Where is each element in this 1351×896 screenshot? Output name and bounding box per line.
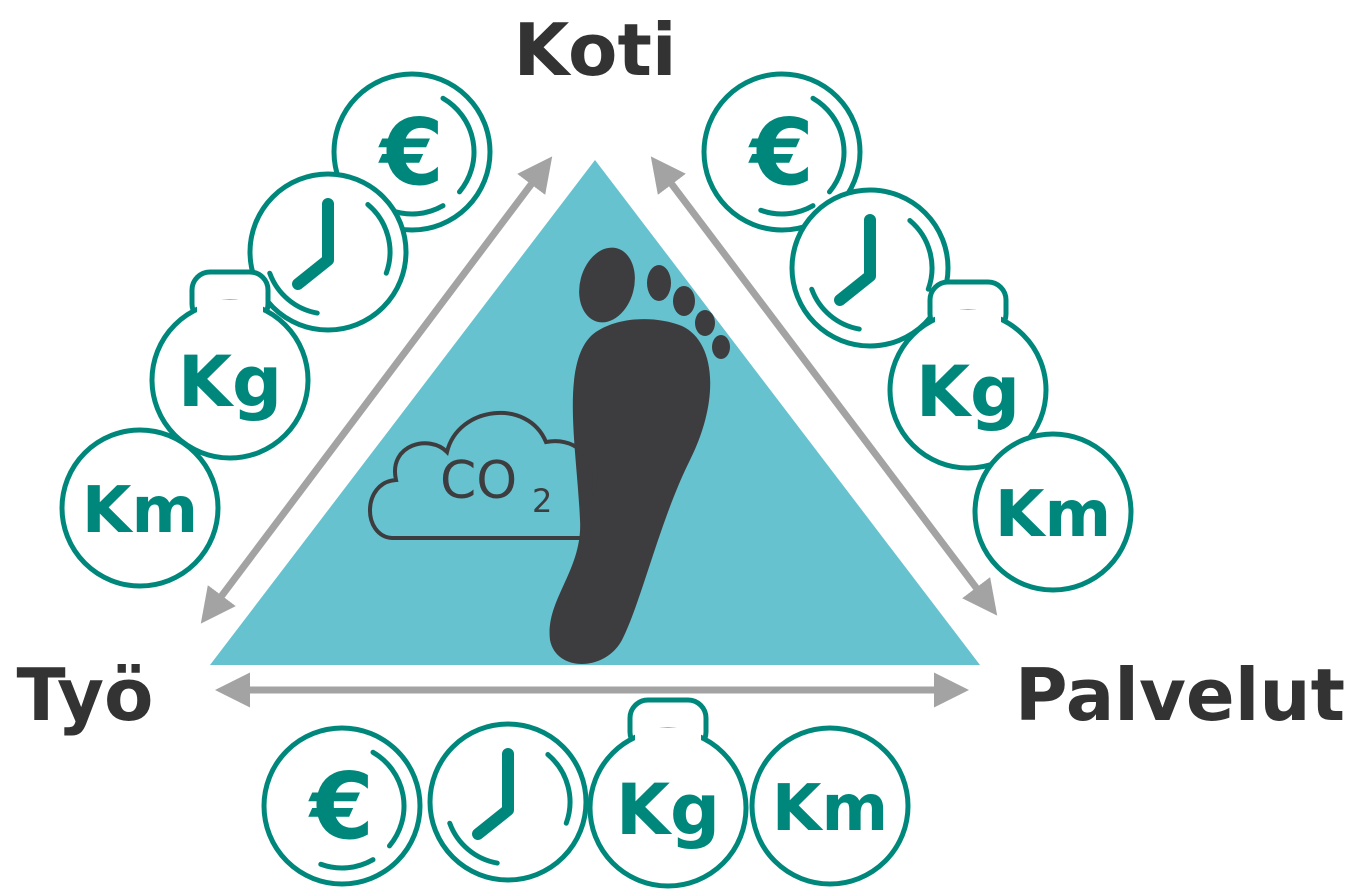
diagram: CO 2 Koti Työ Palvelut € Kg Km € Kg Km € Kg Km bbox=[0, 0, 1351, 896]
node-label: Työ bbox=[17, 653, 154, 737]
icon-label: Kg bbox=[178, 341, 282, 423]
node-label: Palvelut bbox=[1015, 653, 1345, 737]
icon-euro: € bbox=[264, 728, 420, 884]
icon-label: Kg bbox=[616, 769, 720, 851]
icon-distance: Km bbox=[975, 434, 1131, 590]
icon-clock bbox=[250, 174, 406, 330]
icon-label: Kg bbox=[916, 351, 1020, 433]
node-label: Koti bbox=[513, 8, 676, 92]
icon-label: € bbox=[308, 753, 374, 860]
icon-distance: Km bbox=[752, 728, 908, 884]
cloud-subscript: 2 bbox=[532, 482, 552, 520]
icon-weight: Kg bbox=[590, 700, 746, 886]
weight-cover bbox=[197, 300, 263, 312]
icon-label: Km bbox=[82, 474, 198, 548]
icon-label: € bbox=[378, 99, 444, 206]
icon-label: Km bbox=[995, 478, 1111, 552]
cloud-label: CO bbox=[440, 451, 517, 511]
icon-distance: Km bbox=[62, 430, 218, 586]
icon-clock bbox=[430, 724, 586, 880]
icon-label: Km bbox=[772, 772, 888, 846]
weight-cover bbox=[635, 728, 701, 740]
icon-label: € bbox=[748, 99, 814, 206]
weight-cover bbox=[935, 310, 1001, 322]
